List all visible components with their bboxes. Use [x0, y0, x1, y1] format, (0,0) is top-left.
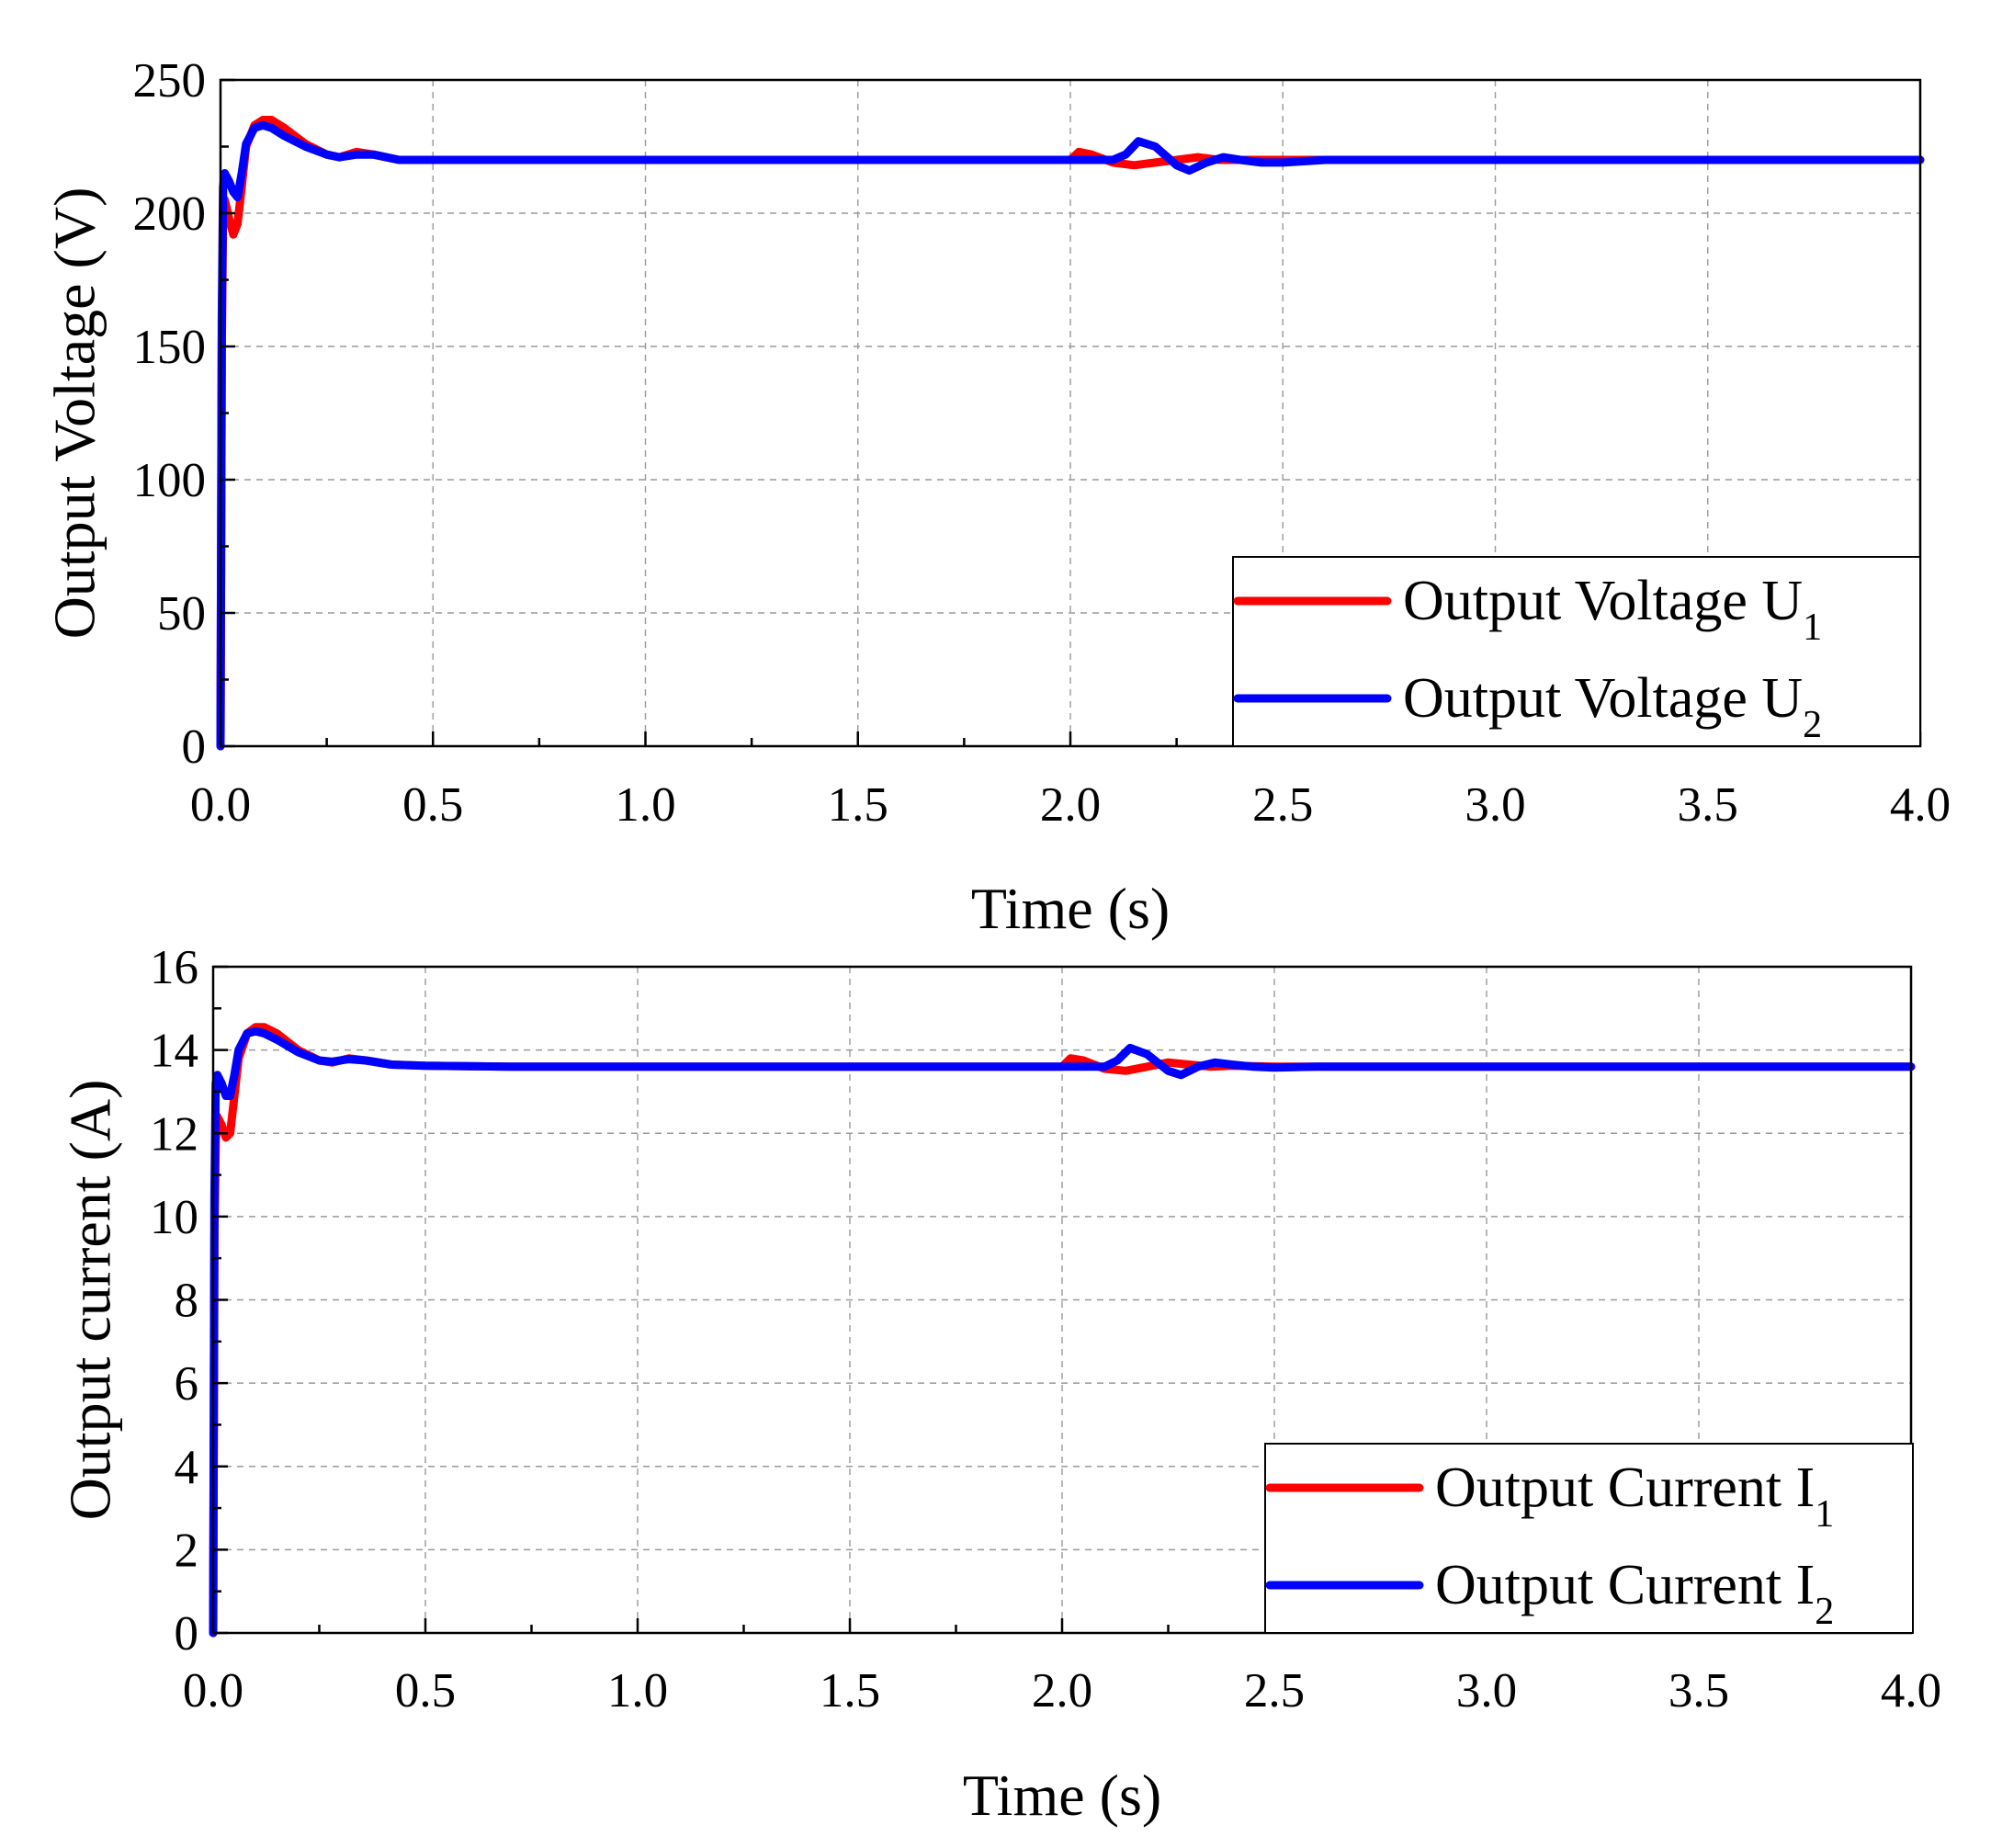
current-series-line-2 [209, 1026, 1916, 1638]
voltage-series-line-2 [216, 120, 1925, 751]
current-ytick-label-4: 8 [175, 1275, 199, 1328]
voltage-x-axis-label: Time (s) [971, 876, 1170, 941]
legend-label-u1: Output Voltage U1 [1403, 570, 1822, 649]
legend-label-u2-sub: 2 [1803, 704, 1822, 746]
current-series [209, 1023, 1916, 1638]
voltage-legend-box [1232, 556, 1921, 747]
current-ytick-label-6: 12 [150, 1107, 198, 1161]
current-ytick-label-1: 2 [175, 1524, 199, 1577]
current-ytick-label-3: 6 [175, 1357, 199, 1411]
voltage-ytick-label-0: 0 [182, 720, 207, 774]
current-xtick-label-4: 2.0 [1032, 1664, 1092, 1718]
current-x-tick-labels: 0.0 0.5 1.0 1.5 2.0 2.5 3.0 3.5 4.0 [183, 1664, 1941, 1718]
current-xtick-label-7: 3.5 [1668, 1664, 1729, 1718]
current-xtick-label-5: 2.5 [1244, 1664, 1305, 1718]
current-x-axis-label: Time (s) [963, 1763, 1161, 1828]
current-chart: 0.0 0.5 1.0 1.5 2.0 2.5 3.0 3.5 4.0 024681012141… [58, 941, 1941, 1828]
voltage-ytick-label-4: 200 [133, 187, 207, 241]
voltage-xtick-label-1: 0.5 [402, 778, 463, 832]
legend-label-i1-main: Output Current I [1435, 1457, 1815, 1519]
current-ytick-label-0: 0 [175, 1607, 199, 1661]
legend-label-u1-sub: 1 [1803, 607, 1822, 649]
current-ytick-label-2: 4 [175, 1441, 199, 1494]
voltage-xtick-label-5: 2.5 [1252, 778, 1313, 832]
current-ytick-label-8: 16 [150, 941, 198, 994]
voltage-xtick-label-8: 4.0 [1890, 778, 1951, 832]
voltage-y-axis-label: Output Voltage (V) [42, 187, 107, 640]
current-xtick-label-2: 1.0 [607, 1664, 668, 1718]
voltage-chart: 0.0 0.5 1.0 1.5 2.0 2.5 3.0 3.5 4.0 0 50 100 150 200… [42, 54, 1951, 941]
voltage-ytick-label-1: 50 [157, 587, 206, 641]
voltage-x-tick-labels: 0.0 0.5 1.0 1.5 2.0 2.5 3.0 3.5 4.0 [190, 778, 1951, 832]
current-legend: Output Current I1 Output Current I2 [1264, 1443, 1914, 1634]
current-xtick-label-0: 0.0 [183, 1664, 243, 1718]
voltage-ytick-label-2: 100 [133, 454, 207, 507]
legend-label-u2-main: Output Voltage U [1403, 667, 1803, 730]
legend-label-i1-sub: 1 [1815, 1493, 1834, 1536]
voltage-series [216, 116, 1925, 751]
legend-label-i2: Output Current I2 [1435, 1554, 1834, 1633]
voltage-xtick-label-6: 3.0 [1465, 778, 1525, 832]
voltage-ytick-label-3: 150 [133, 321, 207, 374]
current-ytick-label-5: 10 [150, 1191, 198, 1244]
legend-label-i2-sub: 2 [1815, 1591, 1834, 1633]
current-xtick-label-1: 0.5 [395, 1664, 456, 1718]
legend-label-i2-main: Output Current I [1435, 1554, 1815, 1616]
voltage-xtick-label-2: 1.0 [615, 778, 675, 832]
current-xtick-label-6: 3.0 [1456, 1664, 1517, 1718]
current-xtick-label-8: 4.0 [1881, 1664, 1941, 1718]
current-legend-box [1264, 1443, 1914, 1634]
current-y-axis-label: Output current (A) [58, 1080, 123, 1521]
voltage-legend: Output Voltage U1 Output Voltage U2 [1232, 556, 1921, 747]
voltage-xtick-label-3: 1.5 [828, 778, 888, 832]
voltage-xtick-label-7: 3.5 [1678, 778, 1738, 832]
voltage-y-tick-labels: 0 50 100 150 200 250 [133, 54, 207, 774]
legend-label-i1: Output Current I1 [1435, 1457, 1834, 1536]
voltage-xtick-label-0: 0.0 [190, 778, 251, 832]
legend-label-u2: Output Voltage U2 [1403, 667, 1822, 746]
voltage-xtick-label-4: 2.0 [1040, 778, 1101, 832]
voltage-ytick-label-5: 250 [133, 54, 207, 108]
current-ytick-label-7: 14 [150, 1025, 198, 1078]
current-y-tick-labels: 0 2 4 6 8 10 12 14 16 [150, 941, 198, 1661]
current-xtick-label-3: 1.5 [820, 1664, 880, 1718]
legend-label-u1-main: Output Voltage U [1403, 570, 1803, 632]
